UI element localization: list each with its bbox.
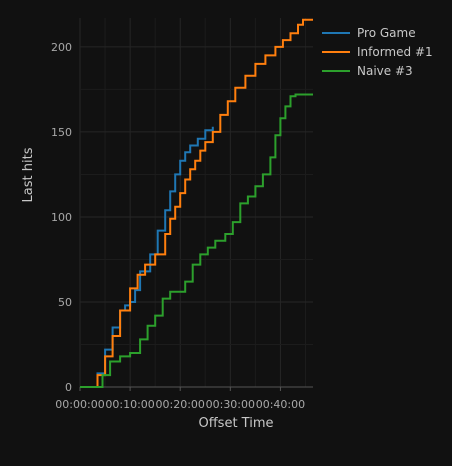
series-line-informed-1: [80, 18, 313, 388]
y-tick-label: 150: [51, 126, 72, 139]
x-axis-title: Offset Time: [198, 416, 273, 431]
y-tick-label: 0: [65, 381, 72, 394]
x-tick-label: 00:00:00: [55, 398, 104, 411]
x-tick-label: 00:30:00: [206, 398, 255, 411]
y-tick-label: 50: [58, 296, 72, 309]
axes: 00:00:00 00:10:00 00:20:00 00:30:00 00:40:00…: [51, 41, 313, 411]
series-lines: [80, 18, 313, 388]
y-axis-title: Last hits: [21, 147, 36, 202]
x-tick-label: 00:10:00: [105, 398, 154, 411]
y-tick-label: 200: [51, 41, 72, 54]
legend: Pro Game Informed #1 Naive #3: [322, 26, 433, 78]
x-tick-label: 00:20:00: [156, 398, 205, 411]
legend-label-informed-1: Informed #1: [357, 45, 433, 59]
series-line-naive-3: [80, 93, 313, 388]
x-tick-label: 00:40:00: [256, 398, 305, 411]
legend-label-naive-3: Naive #3: [357, 64, 413, 78]
legend-label-pro-game: Pro Game: [357, 26, 416, 40]
y-tick-label: 100: [51, 211, 72, 224]
